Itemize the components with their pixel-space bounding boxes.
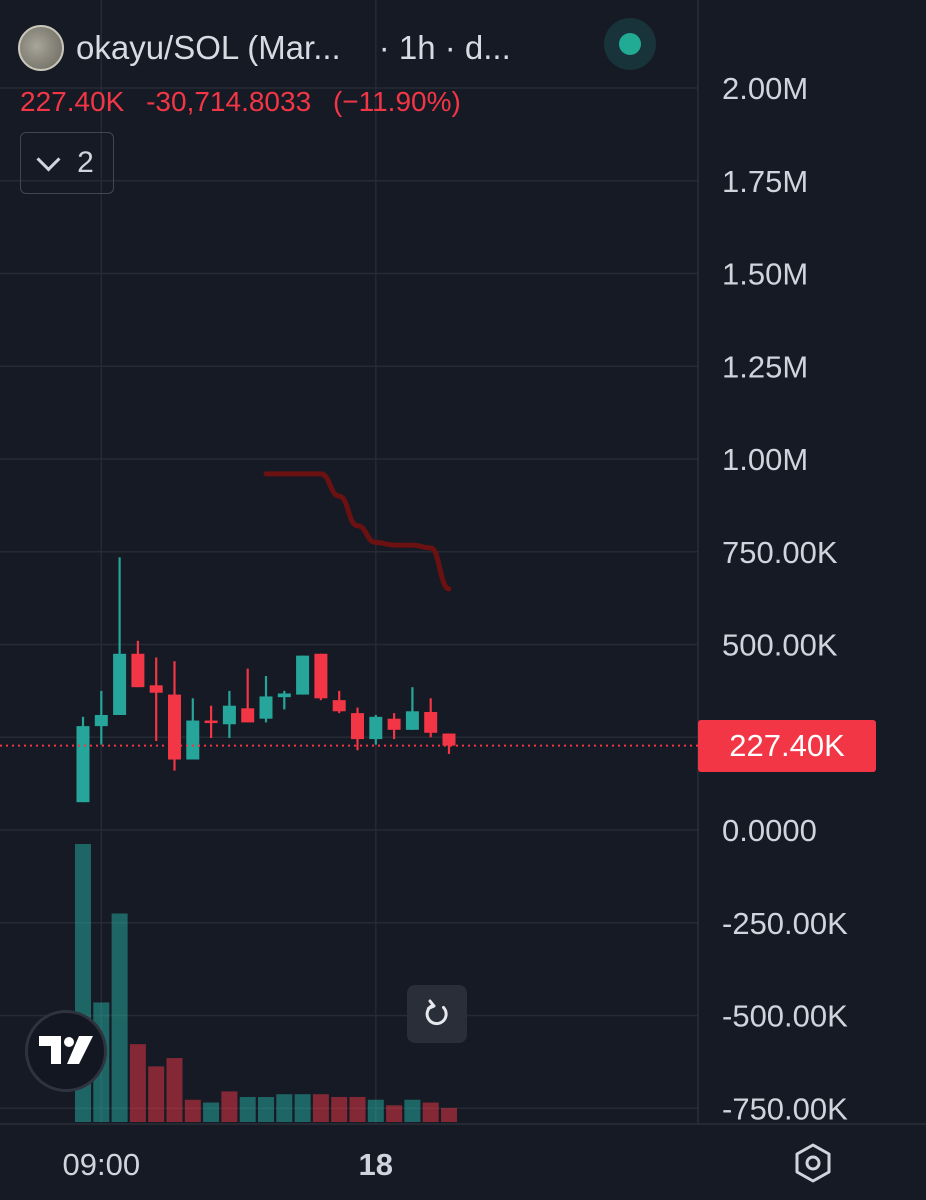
volume-bar xyxy=(312,1094,329,1122)
candle-body xyxy=(296,655,310,695)
candle[interactable] xyxy=(296,655,310,695)
indicator-count: 2 xyxy=(77,146,94,179)
chevron-down-icon xyxy=(36,146,61,172)
y-tick-label: 750.00K xyxy=(722,535,838,570)
candle-body xyxy=(351,713,364,740)
candle-body xyxy=(76,726,90,803)
change-percent: (−11.90%) xyxy=(332,86,461,117)
candle[interactable] xyxy=(241,668,255,723)
volume-bar xyxy=(441,1108,457,1122)
candle-body xyxy=(168,694,181,760)
candle[interactable] xyxy=(405,687,419,730)
y-tick-label: 1.75M xyxy=(722,164,808,199)
x-tick-label: 18 xyxy=(359,1147,393,1182)
candle-body xyxy=(131,653,145,688)
volume-bar xyxy=(203,1102,220,1122)
y-tick-label: -250.00K xyxy=(722,906,848,941)
volume-bar xyxy=(294,1094,311,1122)
candle[interactable] xyxy=(259,676,273,723)
candle-body xyxy=(204,720,218,724)
candle-body xyxy=(277,693,291,698)
volume-bar xyxy=(221,1091,238,1122)
interval-label[interactable]: · 1h · d... xyxy=(378,29,511,66)
tradingview-logo-icon[interactable] xyxy=(25,1010,107,1092)
y-tick-label: 2.00M xyxy=(722,71,808,106)
time-axis[interactable]: 09:00 18 xyxy=(63,1147,394,1182)
change-value: -30,714.8033 xyxy=(146,86,312,117)
volume-bar xyxy=(422,1102,439,1122)
candle[interactable] xyxy=(424,698,438,738)
volume-bars xyxy=(75,844,457,1122)
candle[interactable] xyxy=(351,707,364,751)
y-tick-label: 1.00M xyxy=(722,442,808,477)
candle-body xyxy=(241,708,255,723)
candle[interactable] xyxy=(369,714,383,745)
volume-bar xyxy=(239,1096,256,1122)
candle-body xyxy=(149,685,163,693)
candle[interactable] xyxy=(332,690,346,714)
y-tick-label: 1.25M xyxy=(722,349,808,384)
volume-bar xyxy=(349,1096,366,1122)
volume-bar xyxy=(166,1058,183,1122)
y-tick-label: 0.0000 xyxy=(722,813,817,848)
volume-bar xyxy=(386,1105,403,1122)
reset-view-button[interactable] xyxy=(407,985,467,1043)
volume-bar xyxy=(331,1096,348,1122)
ma-path xyxy=(263,471,452,592)
last-price-tag: 227.40K xyxy=(698,720,876,772)
candle[interactable] xyxy=(168,661,181,771)
volume-bar xyxy=(367,1099,384,1122)
candle[interactable] xyxy=(277,690,291,710)
candle[interactable] xyxy=(149,657,163,741)
last-price-value: 227.40K xyxy=(20,86,125,117)
y-tick-label: -500.00K xyxy=(722,999,848,1034)
price-axis[interactable]: 2.00M 1.75M 1.50M 1.25M 1.00M 750.00K 500.00K 0… xyxy=(722,71,848,1126)
settings-hexagon-icon[interactable] xyxy=(790,1140,836,1186)
indicators-toggle-button[interactable]: 2 xyxy=(20,132,114,194)
tradingview-logo-mark xyxy=(39,1036,93,1064)
candle-body xyxy=(369,716,383,740)
volume-bar xyxy=(258,1096,274,1122)
candle-body xyxy=(314,653,328,699)
candle-body xyxy=(387,718,401,730)
candle[interactable] xyxy=(131,640,145,688)
volume-bar xyxy=(129,1044,146,1122)
candle[interactable] xyxy=(387,713,401,740)
price-quote: 227.40K -30,714.8033 (−11.90%) xyxy=(20,86,461,118)
candle-body xyxy=(113,653,127,715)
live-status-icon xyxy=(604,18,656,70)
avatar-icon xyxy=(18,25,64,71)
y-tick-label: 1.50M xyxy=(722,257,808,292)
candle[interactable] xyxy=(314,653,328,701)
candle[interactable] xyxy=(186,698,200,760)
symbol-title[interactable]: okayu/SOL (Mar... xyxy=(76,29,341,66)
volume-bar xyxy=(148,1066,165,1122)
candle[interactable] xyxy=(204,705,218,738)
volume-bar xyxy=(404,1099,421,1122)
candle[interactable] xyxy=(76,716,90,803)
candle-body xyxy=(332,700,346,712)
moving-average-line xyxy=(263,471,452,592)
candle-body xyxy=(442,733,456,746)
candle[interactable] xyxy=(113,557,127,715)
y-tick-label: -750.00K xyxy=(722,1091,848,1126)
symbol-header[interactable]: okayu/SOL (Mar... · 1h · d... xyxy=(18,25,519,71)
candle-body xyxy=(186,720,200,760)
reset-view-icon xyxy=(425,999,448,1026)
candle-body xyxy=(259,696,273,719)
candle[interactable] xyxy=(222,690,236,738)
candle-body xyxy=(222,705,236,725)
candle-body xyxy=(424,712,438,733)
volume-bar xyxy=(184,1099,201,1122)
candle[interactable] xyxy=(94,690,108,745)
candlesticks[interactable] xyxy=(76,557,456,803)
candle[interactable] xyxy=(442,733,456,754)
volume-bar xyxy=(276,1094,293,1122)
candle-body xyxy=(405,711,419,730)
x-tick-label: 09:00 xyxy=(63,1147,141,1182)
volume-bar xyxy=(111,913,128,1122)
candle-body xyxy=(94,714,108,727)
y-tick-label: 500.00K xyxy=(722,628,838,663)
